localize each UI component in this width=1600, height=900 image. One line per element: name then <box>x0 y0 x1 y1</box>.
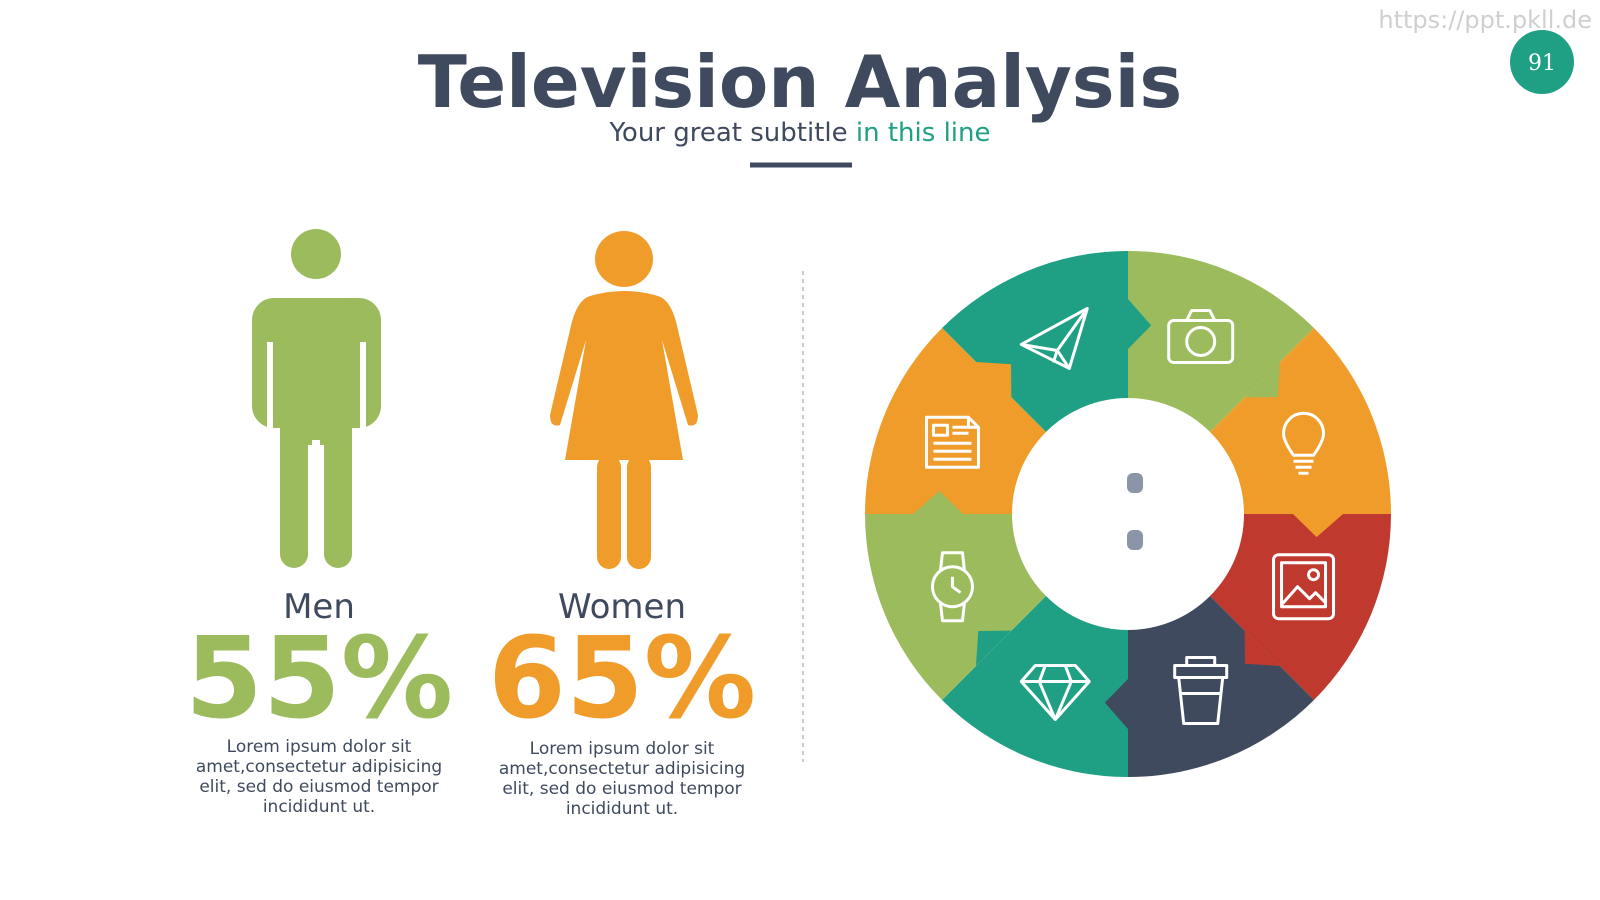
icon-part <box>1293 459 1314 475</box>
icon-part <box>1019 306 1089 370</box>
watermark: https://ppt.pkll.de <box>1378 6 1592 34</box>
icon-part <box>931 423 949 437</box>
icon-part <box>1167 318 1235 364</box>
subtitle-text: Your great subtitle <box>608 118 855 148</box>
ring-segment <box>942 251 1128 432</box>
segment-icon <box>1173 656 1229 726</box>
segment-icon <box>930 551 974 623</box>
stat-label: Men <box>283 587 355 627</box>
segment-tab <box>975 361 1012 398</box>
icon-part <box>1019 664 1091 722</box>
segment-tab <box>1244 361 1281 398</box>
icon-part <box>1280 585 1327 606</box>
icon-part <box>1272 553 1336 621</box>
icon-part <box>1185 308 1217 322</box>
woman-icon <box>550 231 698 569</box>
ring-diagram <box>865 251 1391 777</box>
icon-part <box>1185 325 1217 357</box>
segment-tab <box>913 490 963 514</box>
ring-segment <box>865 328 1046 514</box>
ring-segment <box>1210 328 1391 514</box>
title: Television Analysis <box>418 40 1182 124</box>
segment-tab <box>1104 679 1128 729</box>
stat-percent: 65% <box>488 614 756 744</box>
icon-part <box>933 425 972 461</box>
ring-segment <box>1128 251 1314 432</box>
center-dot <box>1127 530 1143 550</box>
stat-percent: 55% <box>185 614 453 744</box>
subtitle: Your great subtitle in this line <box>608 118 990 148</box>
segment-icon <box>924 415 980 469</box>
segment-icon <box>1019 306 1089 370</box>
segment-icon <box>1272 553 1336 621</box>
stat-text: Lorem ipsum dolor sit amet,consectetur a… <box>195 737 443 817</box>
segment-tab <box>975 630 1012 667</box>
icon-part <box>1280 561 1328 609</box>
icon-part <box>1307 568 1321 582</box>
icon-part <box>1282 411 1326 457</box>
segment-tab <box>1293 514 1343 538</box>
icon-part <box>930 565 974 609</box>
segment-icon <box>1282 411 1326 475</box>
icon-part <box>938 551 966 623</box>
segment-icon <box>1019 664 1091 722</box>
subtitle-highlight: in this line <box>856 118 991 148</box>
segment-icon <box>1167 308 1235 364</box>
icon-part <box>1185 656 1217 666</box>
segment-tab <box>1244 630 1281 667</box>
center-dot <box>1127 473 1143 493</box>
stat-text: Lorem ipsum dolor sit amet,consectetur a… <box>498 739 746 819</box>
icon-part <box>1173 664 1229 726</box>
page-badge <box>1510 30 1574 94</box>
page-number: 91 <box>1528 51 1556 76</box>
segment-tab <box>1128 299 1152 349</box>
ring-segment <box>942 596 1128 777</box>
stat-label: Women <box>558 587 686 627</box>
man-icon <box>252 229 381 570</box>
